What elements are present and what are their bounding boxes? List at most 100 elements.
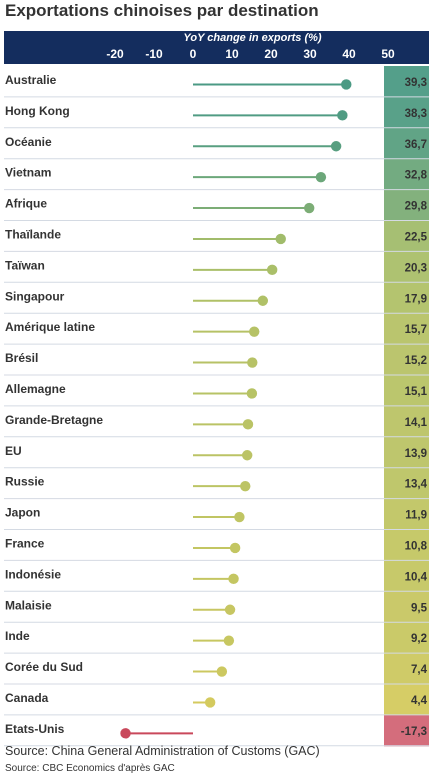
value-cell-bg xyxy=(384,684,429,716)
category-label: Etats-Unis xyxy=(5,722,65,736)
value-cell-bg xyxy=(384,560,429,592)
lollipop-dot xyxy=(242,450,253,461)
lollipop-dot xyxy=(224,604,236,615)
x-tick-label: 20 xyxy=(264,47,278,61)
value-cell-bg xyxy=(384,653,429,685)
category-label: Vietnam xyxy=(5,166,51,180)
lollipop-dot xyxy=(229,542,241,554)
value-label: 13,9 xyxy=(405,448,427,460)
lollipop-dot xyxy=(234,511,245,523)
value-label: 15,2 xyxy=(405,355,427,367)
value-cell-bg xyxy=(384,591,429,623)
category-label: EU xyxy=(5,444,22,458)
value-label: 29,8 xyxy=(405,201,428,213)
source-note-secondary: Source: CBC Economics d'après GAC xyxy=(5,763,175,774)
lollipop-dot xyxy=(275,233,286,245)
category-label: Océanie xyxy=(5,135,52,149)
lollipop-dot xyxy=(304,202,315,214)
value-label: 11,9 xyxy=(405,510,427,522)
axis-header-bar: YoY change in exports (%) xyxy=(4,31,429,64)
value-cell-bg xyxy=(384,127,429,160)
value-label: 14,1 xyxy=(405,417,428,429)
value-cell-bg xyxy=(384,282,429,314)
value-label: 4,4 xyxy=(411,695,428,707)
x-tick-label: 50 xyxy=(381,47,395,61)
x-tick-label: 10 xyxy=(225,47,239,61)
value-label: 39,3 xyxy=(405,77,427,89)
value-cell-bg xyxy=(384,220,429,252)
x-tick-label: 30 xyxy=(303,47,317,61)
lollipop-dot xyxy=(330,141,342,152)
category-label: Russie xyxy=(5,475,45,489)
value-label: 13,4 xyxy=(405,479,428,491)
lollipop-dot xyxy=(257,295,269,306)
lollipop-dot xyxy=(266,264,278,276)
value-label: 10,4 xyxy=(405,571,428,583)
category-label: Canada xyxy=(5,691,49,705)
value-label: 20,3 xyxy=(405,262,427,274)
value-label: 36,7 xyxy=(405,139,427,151)
category-label: Afrique xyxy=(5,197,47,211)
value-label: 9,5 xyxy=(411,602,428,614)
x-tick-label: 0 xyxy=(190,47,197,61)
value-label: 22,5 xyxy=(405,232,428,244)
category-label: Japon xyxy=(5,506,40,520)
x-tick-label: -10 xyxy=(145,47,163,61)
chart-title: Exportations chinoises par destination xyxy=(5,1,319,20)
value-cell-bg xyxy=(384,405,429,438)
value-label: -17,3 xyxy=(401,726,427,738)
lollipop-dot xyxy=(249,326,260,337)
value-cell-bg xyxy=(384,313,429,345)
lollipop-dot xyxy=(242,419,254,430)
value-label: 15,1 xyxy=(405,386,428,398)
x-tick-label: 40 xyxy=(342,47,356,61)
value-label: 15,7 xyxy=(405,324,427,336)
value-cell-bg xyxy=(384,467,429,500)
lollipop-dot xyxy=(120,728,131,739)
value-label: 7,4 xyxy=(411,664,428,676)
category-label: Grande-Bretagne xyxy=(5,413,103,427)
value-cell-bg xyxy=(384,714,429,747)
value-cell-bg xyxy=(384,189,429,222)
category-label: Thaïlande xyxy=(5,228,61,242)
x-axis-title: YoY change in exports (%) xyxy=(183,32,322,44)
category-label: Indonésie xyxy=(5,567,61,581)
category-label: Australie xyxy=(5,73,57,87)
category-label: Amérique latine xyxy=(5,320,95,334)
category-label: Taïwan xyxy=(5,258,45,272)
value-cell-bg xyxy=(384,529,429,561)
lollipop-dot xyxy=(246,388,258,399)
x-tick-label: -20 xyxy=(106,47,124,61)
value-cell-bg xyxy=(384,96,429,129)
lollipop-dot xyxy=(337,110,348,121)
value-label: 10,8 xyxy=(405,541,428,553)
lollipop-dot xyxy=(341,79,352,90)
category-label: Corée du Sud xyxy=(5,660,83,674)
category-label: Brésil xyxy=(5,351,38,365)
category-label: Inde xyxy=(5,629,30,643)
lollipop-dot xyxy=(240,480,251,492)
lollipop-dot xyxy=(216,666,228,677)
category-label: France xyxy=(5,537,45,551)
lollipop-dot xyxy=(247,357,258,368)
value-cell-bg xyxy=(384,375,429,407)
value-cell-bg xyxy=(384,498,429,531)
value-cell-bg xyxy=(384,251,429,283)
lollipop-dot xyxy=(228,573,239,585)
value-cell-bg xyxy=(384,622,429,654)
lollipop-dot xyxy=(223,635,235,646)
value-label: 9,2 xyxy=(411,633,427,645)
value-cell-bg xyxy=(384,158,429,191)
value-label: 38,3 xyxy=(405,108,427,120)
category-label: Malaisie xyxy=(5,598,52,612)
lollipop-dot xyxy=(315,171,327,183)
category-label: Hong Kong xyxy=(5,104,70,118)
value-label: 32,8 xyxy=(405,170,428,182)
source-note: Source: China General Administration of … xyxy=(5,744,320,758)
category-label: Singapour xyxy=(5,289,65,303)
value-cell-bg xyxy=(384,436,429,469)
value-label: 17,9 xyxy=(405,293,427,305)
lollipop-dot xyxy=(204,697,216,708)
value-cell-bg xyxy=(384,344,429,376)
